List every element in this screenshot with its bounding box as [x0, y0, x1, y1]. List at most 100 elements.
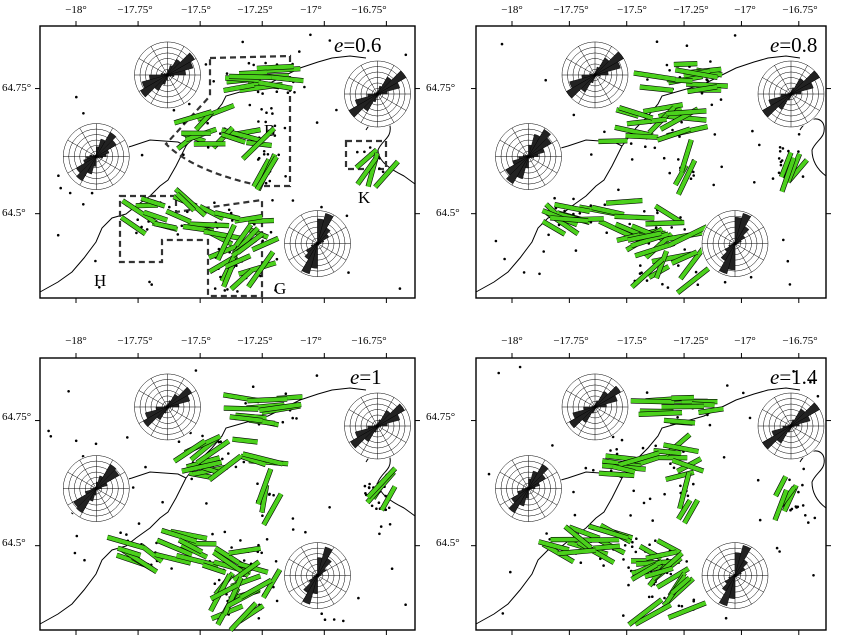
epicenter-dot	[291, 528, 295, 531]
coastline	[39, 471, 187, 625]
epicenter-dot	[217, 247, 221, 251]
rose-petal	[75, 156, 97, 174]
epicenter-dot	[671, 128, 674, 132]
strike-bar	[196, 103, 235, 122]
rose-diagram	[343, 60, 412, 128]
epicenter-dot	[211, 532, 214, 536]
rose-petal	[720, 243, 736, 261]
epicenter-dot	[381, 170, 385, 174]
strike-bar	[670, 576, 691, 595]
rose-petal	[317, 558, 332, 576]
epicenter-dot	[68, 191, 72, 195]
epicenter-dot	[692, 598, 696, 602]
rose-petal	[377, 91, 388, 95]
epicenter-dot	[538, 272, 541, 276]
epicenter-dot	[303, 85, 306, 89]
strike-bar	[246, 250, 275, 289]
strike-bar	[120, 215, 147, 236]
rose-petal	[734, 574, 739, 576]
epicenter-dot	[710, 103, 714, 107]
strike-bar	[268, 75, 304, 83]
strike-bar	[208, 454, 243, 482]
epicenter-dot	[206, 121, 209, 125]
epicenter-dot	[367, 486, 371, 490]
rose-petal	[566, 74, 596, 99]
rose-petal	[304, 243, 318, 260]
strike-bar	[630, 562, 658, 582]
epicenter-dot	[677, 604, 681, 608]
epicenter-dot	[368, 146, 372, 149]
rose-spoke	[167, 74, 197, 92]
rose-petal	[719, 243, 736, 275]
epicenter-dot	[273, 134, 277, 137]
strike-bar	[251, 236, 280, 252]
x-tick-label: −17°	[734, 4, 756, 16]
rose-petal	[521, 488, 529, 491]
epicenter-dot	[67, 390, 70, 393]
strike-bar	[222, 576, 243, 616]
epicenter-dot	[778, 550, 781, 553]
strike-bar	[682, 499, 700, 525]
epicenter-dot	[136, 218, 139, 221]
rose-diagram	[561, 372, 629, 441]
panel-features	[35, 21, 420, 303]
strike-bar	[248, 218, 274, 224]
rose-petal	[83, 156, 97, 164]
rose-diagram	[62, 122, 131, 191]
rose-petal	[377, 423, 388, 427]
epicenter-dot	[797, 490, 800, 494]
rose-petal	[768, 93, 792, 106]
y-tick-label: 64.75°	[426, 82, 455, 94]
rose-petal	[313, 243, 318, 245]
strike-bar	[656, 127, 691, 142]
rose-petal	[583, 406, 596, 411]
rose-petal	[734, 242, 739, 244]
rose-spoke	[706, 558, 736, 576]
rose-spoke	[790, 425, 808, 455]
epicenter-dot	[269, 230, 273, 234]
epicenter-dot	[260, 551, 264, 555]
strike-bar	[673, 61, 698, 67]
epicenter-dot	[75, 534, 79, 538]
epicenter-dot	[572, 113, 576, 117]
epicenter-dot	[686, 494, 690, 498]
rose-diagram	[757, 392, 825, 460]
epicenter-dot	[388, 523, 392, 526]
x-tick-label: −17.25°	[673, 4, 708, 16]
epicenter-dot	[656, 211, 659, 215]
epicenter-dot	[168, 205, 171, 209]
epicenter-dot	[792, 370, 795, 373]
epicenter-dot	[270, 107, 273, 110]
rose-spoke	[317, 243, 335, 273]
strike-bar	[246, 226, 269, 240]
rose-spoke	[774, 397, 792, 427]
shape-parameter-label: e=0.6	[334, 33, 381, 57]
epicenter-dot	[629, 514, 632, 517]
strike-bar	[779, 151, 793, 178]
rose-petal	[724, 243, 736, 253]
epicenter-dot	[801, 175, 805, 178]
rose-petal	[167, 386, 193, 408]
rose-spoke	[377, 93, 395, 123]
epicenter-dot	[320, 612, 324, 615]
y-axis-left-p2: 64.75° 64.5°	[426, 82, 460, 219]
x-tick-label: −18°	[65, 4, 87, 16]
rose-petal	[724, 575, 736, 585]
strike-bar	[153, 221, 177, 231]
rose-petal	[762, 425, 792, 450]
epicenter-dot	[304, 530, 307, 534]
rose-petal	[167, 70, 186, 76]
rose-spoke	[167, 74, 185, 104]
x-tick-label: −17°	[300, 4, 322, 16]
epicenter-dot	[809, 380, 812, 384]
rose-petal	[528, 137, 552, 157]
epicenter-dot	[82, 203, 85, 206]
epicenter-dot	[256, 482, 259, 486]
strike-bar	[198, 204, 225, 221]
rose-petal	[96, 139, 117, 157]
epicenter-dot	[758, 518, 762, 522]
coastline	[185, 387, 367, 479]
epicenter-dot	[357, 596, 360, 600]
strike-bar	[674, 67, 718, 80]
coastline	[621, 387, 801, 479]
